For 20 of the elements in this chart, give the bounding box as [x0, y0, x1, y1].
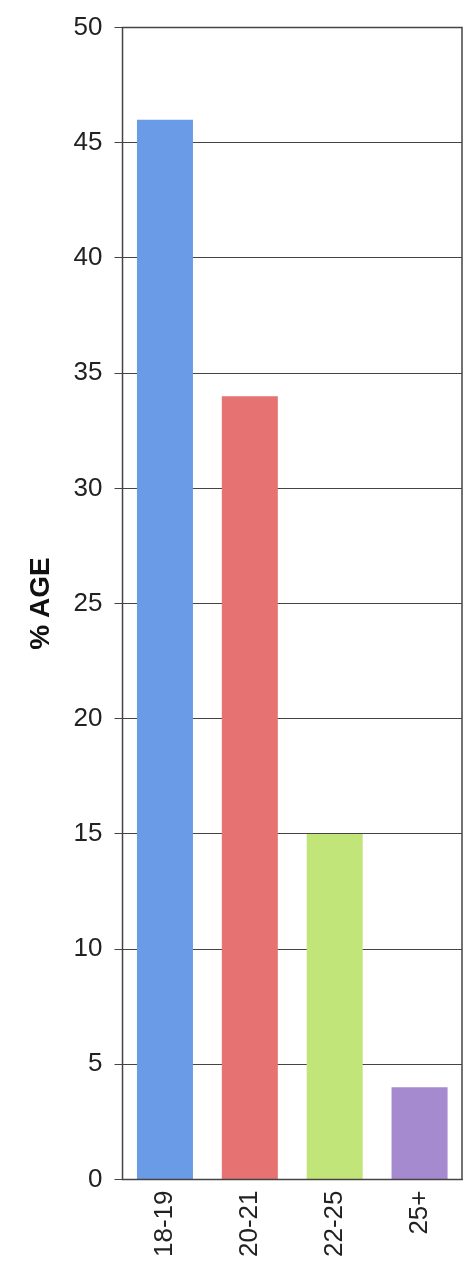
y-tick-label: 30 — [73, 471, 103, 502]
bar — [391, 1087, 448, 1179]
y-tick-label: 25 — [73, 586, 103, 617]
y-tick-label: 20 — [73, 701, 103, 732]
bar — [136, 119, 193, 1179]
y-tick-label: 15 — [73, 817, 103, 848]
bar — [306, 833, 363, 1179]
y-tick-label: 10 — [73, 932, 103, 963]
x-tick-label: 22-25 — [317, 1190, 348, 1257]
x-tick-label: 20-21 — [233, 1190, 263, 1257]
bar — [221, 396, 278, 1179]
x-tick-label: 25+ — [402, 1190, 433, 1235]
y-axis-title: % AGE — [23, 557, 55, 650]
x-tick-label: 18-19 — [148, 1190, 179, 1257]
y-tick-label: 45 — [73, 125, 103, 156]
y-tick-label: 5 — [88, 1047, 103, 1078]
y-tick-label: 50 — [73, 10, 103, 41]
y-tick-label: 40 — [73, 241, 103, 272]
y-tick-label: 0 — [88, 1162, 103, 1193]
y-tick-label: 35 — [73, 356, 103, 387]
